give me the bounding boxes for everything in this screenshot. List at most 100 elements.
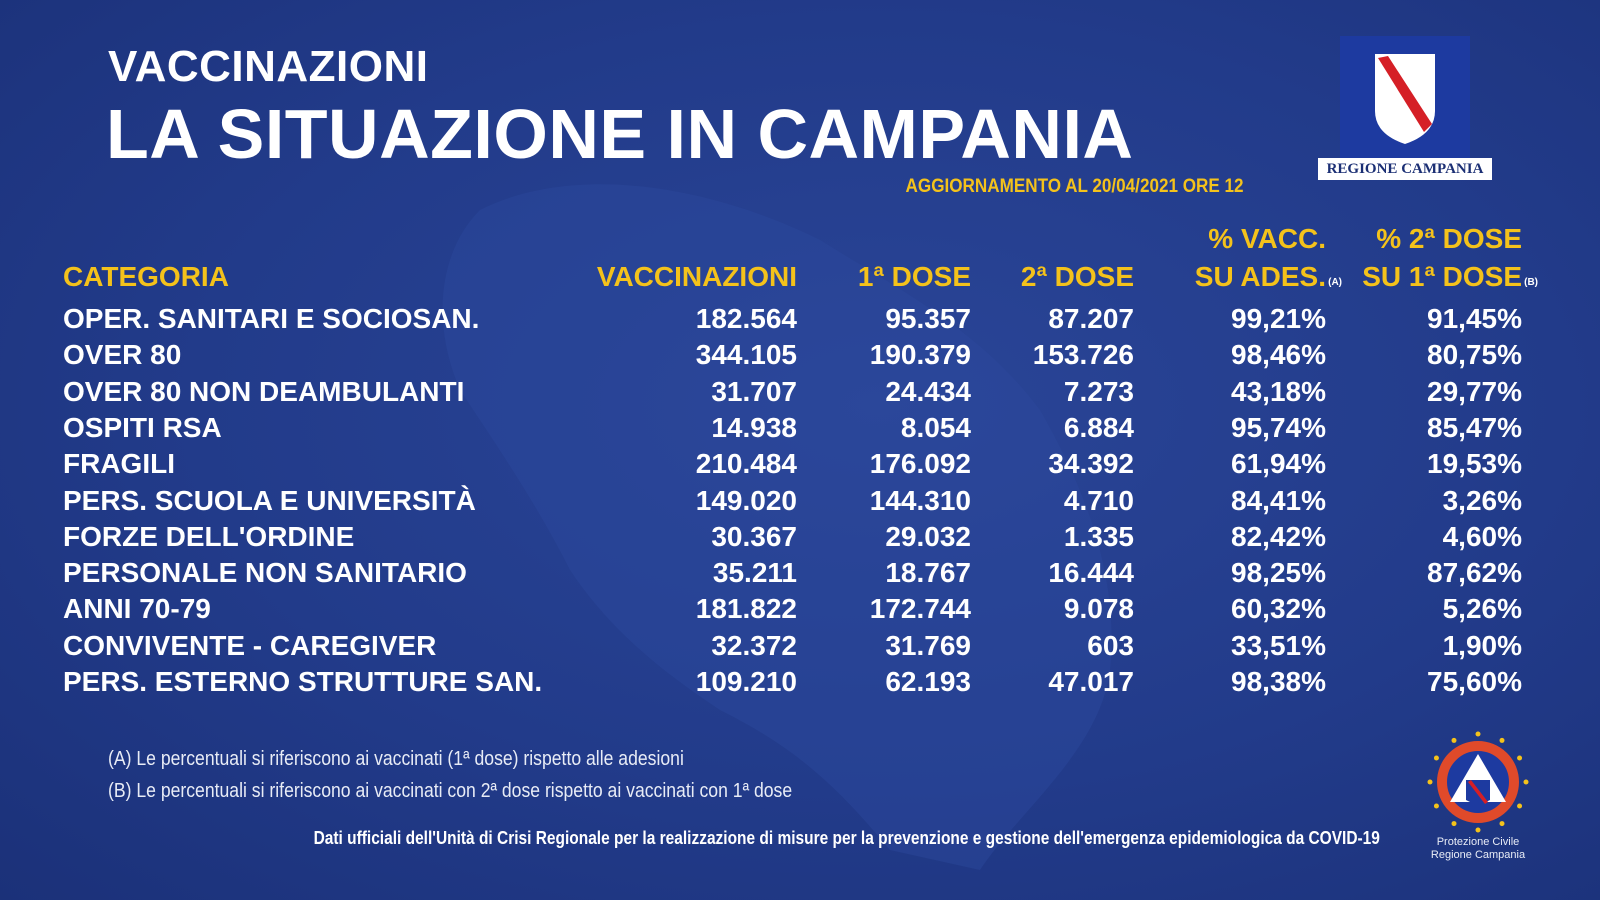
value-cell: 1,90% <box>1442 629 1522 661</box>
category-cell: OVER 80 NON DEAMBULANTI <box>63 375 465 407</box>
civil-protection-line: Regione Campania <box>1430 849 1526 861</box>
column-note-mark: (B) <box>1524 277 1538 288</box>
star <box>1433 803 1439 809</box>
value-cell: 35.211 <box>712 557 797 589</box>
footnote: (B) Le percentuali si riferiscono ai vac… <box>108 780 793 802</box>
value-cell: 30.367 <box>711 520 797 552</box>
value-cell: 32.372 <box>711 629 797 661</box>
value-cell: 98,38% <box>1231 666 1326 697</box>
kicker: VACCINAZIONI <box>108 42 429 91</box>
value-cell: 33,51% <box>1231 629 1326 661</box>
column-header-line: SU 1ª DOSE <box>1362 261 1522 292</box>
column-header-line: VACCINAZIONI <box>596 261 797 292</box>
value-cell: 47.017 <box>1048 666 1134 697</box>
value-cell: 3,26% <box>1442 484 1522 516</box>
category-cell: PERS. SCUOLA E UNIVERSITÀ <box>63 484 476 516</box>
star <box>1451 821 1457 827</box>
map-silhouette <box>442 184 1112 870</box>
star <box>1517 803 1523 809</box>
value-cell: 80,75% <box>1427 339 1522 371</box>
value-cell: 190.379 <box>869 339 971 371</box>
value-cell: 16.444 <box>1048 557 1134 589</box>
category-cell: FRAGILI <box>63 448 175 480</box>
title: LA SITUAZIONE IN CAMPANIA <box>106 95 1134 173</box>
column-header-line: % VACC. <box>1208 223 1326 254</box>
value-cell: 19,53% <box>1427 448 1522 480</box>
civil-protection-logo <box>1427 731 1529 833</box>
value-cell: 87.207 <box>1048 303 1134 334</box>
update-date: AGGIORNAMENTO AL 20/04/2021 ORE 12 <box>905 176 1244 197</box>
value-cell: 43,18% <box>1231 375 1326 407</box>
value-cell: 91,45% <box>1427 303 1522 334</box>
value-cell: 4,60% <box>1442 520 1522 552</box>
footnote: (A) Le percentuali si riferiscono ai vac… <box>108 748 684 770</box>
value-cell: 60,32% <box>1231 593 1326 625</box>
value-cell: 84,41% <box>1231 484 1326 516</box>
value-cell: 61,94% <box>1231 448 1326 480</box>
category-cell: ANNI 70-79 <box>63 593 211 625</box>
column-header-line: 1ª DOSE <box>857 261 971 292</box>
value-cell: 95,74% <box>1231 411 1326 443</box>
star <box>1433 755 1439 761</box>
star <box>1517 755 1523 761</box>
value-cell: 5,26% <box>1442 593 1522 625</box>
value-cell: 24.434 <box>885 375 971 407</box>
value-cell: 14.938 <box>711 411 797 443</box>
category-cell: OPER. SANITARI E SOCIOSAN. <box>63 303 480 334</box>
value-cell: 8.054 <box>900 411 971 443</box>
value-cell: 144.310 <box>869 484 971 516</box>
value-cell: 181.822 <box>695 593 797 625</box>
column-header: % VACC. SU ADES. (A) <box>1194 220 1342 296</box>
region-logo-label: REGIONE CAMPANIA <box>1318 158 1492 180</box>
civil-protection-label: Protezione Civile Regione Campania <box>1418 836 1538 862</box>
star <box>1475 827 1481 833</box>
column-header: CATEGORIA <box>63 258 229 296</box>
star <box>1523 779 1529 785</box>
value-cell: 29.032 <box>885 520 971 552</box>
value-cell: 87,62% <box>1427 557 1522 589</box>
value-cell: 603 <box>1087 629 1134 661</box>
value-cell: 109.210 <box>695 666 797 697</box>
value-cell: 6.884 <box>1063 411 1134 443</box>
value-cell: 176.092 <box>869 448 971 480</box>
category-cell: OVER 80 <box>63 339 182 371</box>
value-cell: 62.193 <box>885 666 971 697</box>
column-header-line: SU ADES. <box>1194 261 1326 292</box>
value-cell: 18.767 <box>885 557 971 589</box>
civil-protection-line: Protezione Civile <box>1436 836 1520 848</box>
column-header: % 2ª DOSE SU 1ª DOSE (B) <box>1362 220 1538 296</box>
star <box>1427 779 1433 785</box>
column-header: VACCINAZIONI <box>597 258 797 296</box>
value-cell: 7.273 <box>1063 375 1134 407</box>
value-cell: 4.710 <box>1063 484 1134 516</box>
column-header: 1ª DOSE <box>858 258 971 296</box>
value-cell: 34.392 <box>1048 448 1134 480</box>
value-cell: 153.726 <box>1032 339 1134 371</box>
value-cell: 75,60% <box>1427 666 1522 697</box>
value-cell: 149.020 <box>695 484 797 516</box>
category-cell: PERSONALE NON SANITARIO <box>63 557 467 589</box>
star <box>1499 737 1505 743</box>
value-cell: 9.078 <box>1063 593 1134 625</box>
value-cell: 210.484 <box>695 448 797 480</box>
column-header-line: % 2ª DOSE <box>1376 223 1522 254</box>
column-note-mark: (A) <box>1328 277 1342 288</box>
value-cell: 31.707 <box>711 375 797 407</box>
star <box>1475 731 1481 737</box>
value-cell: 31.769 <box>885 629 971 661</box>
value-cell: 182.564 <box>695 303 797 334</box>
value-cell: 82,42% <box>1231 520 1326 552</box>
value-cell: 95.357 <box>885 303 971 334</box>
column-header: 2ª DOSE <box>1021 258 1134 296</box>
category-cell: CONVIVENTE - CAREGIVER <box>63 629 437 661</box>
column-header-line: 2ª DOSE <box>1020 261 1134 292</box>
column-header-line: CATEGORIA <box>63 261 229 292</box>
value-cell: 344.105 <box>695 339 797 371</box>
value-cell: 1.335 <box>1063 520 1134 552</box>
category-cell: FORZE DELL'ORDINE <box>63 520 355 552</box>
region-logo <box>1340 36 1470 158</box>
value-cell: 98,25% <box>1231 557 1326 589</box>
category-cell: OSPITI RSA <box>63 411 222 443</box>
source: Dati ufficiali dell'Unità di Crisi Regio… <box>313 828 1380 848</box>
star <box>1451 737 1457 743</box>
